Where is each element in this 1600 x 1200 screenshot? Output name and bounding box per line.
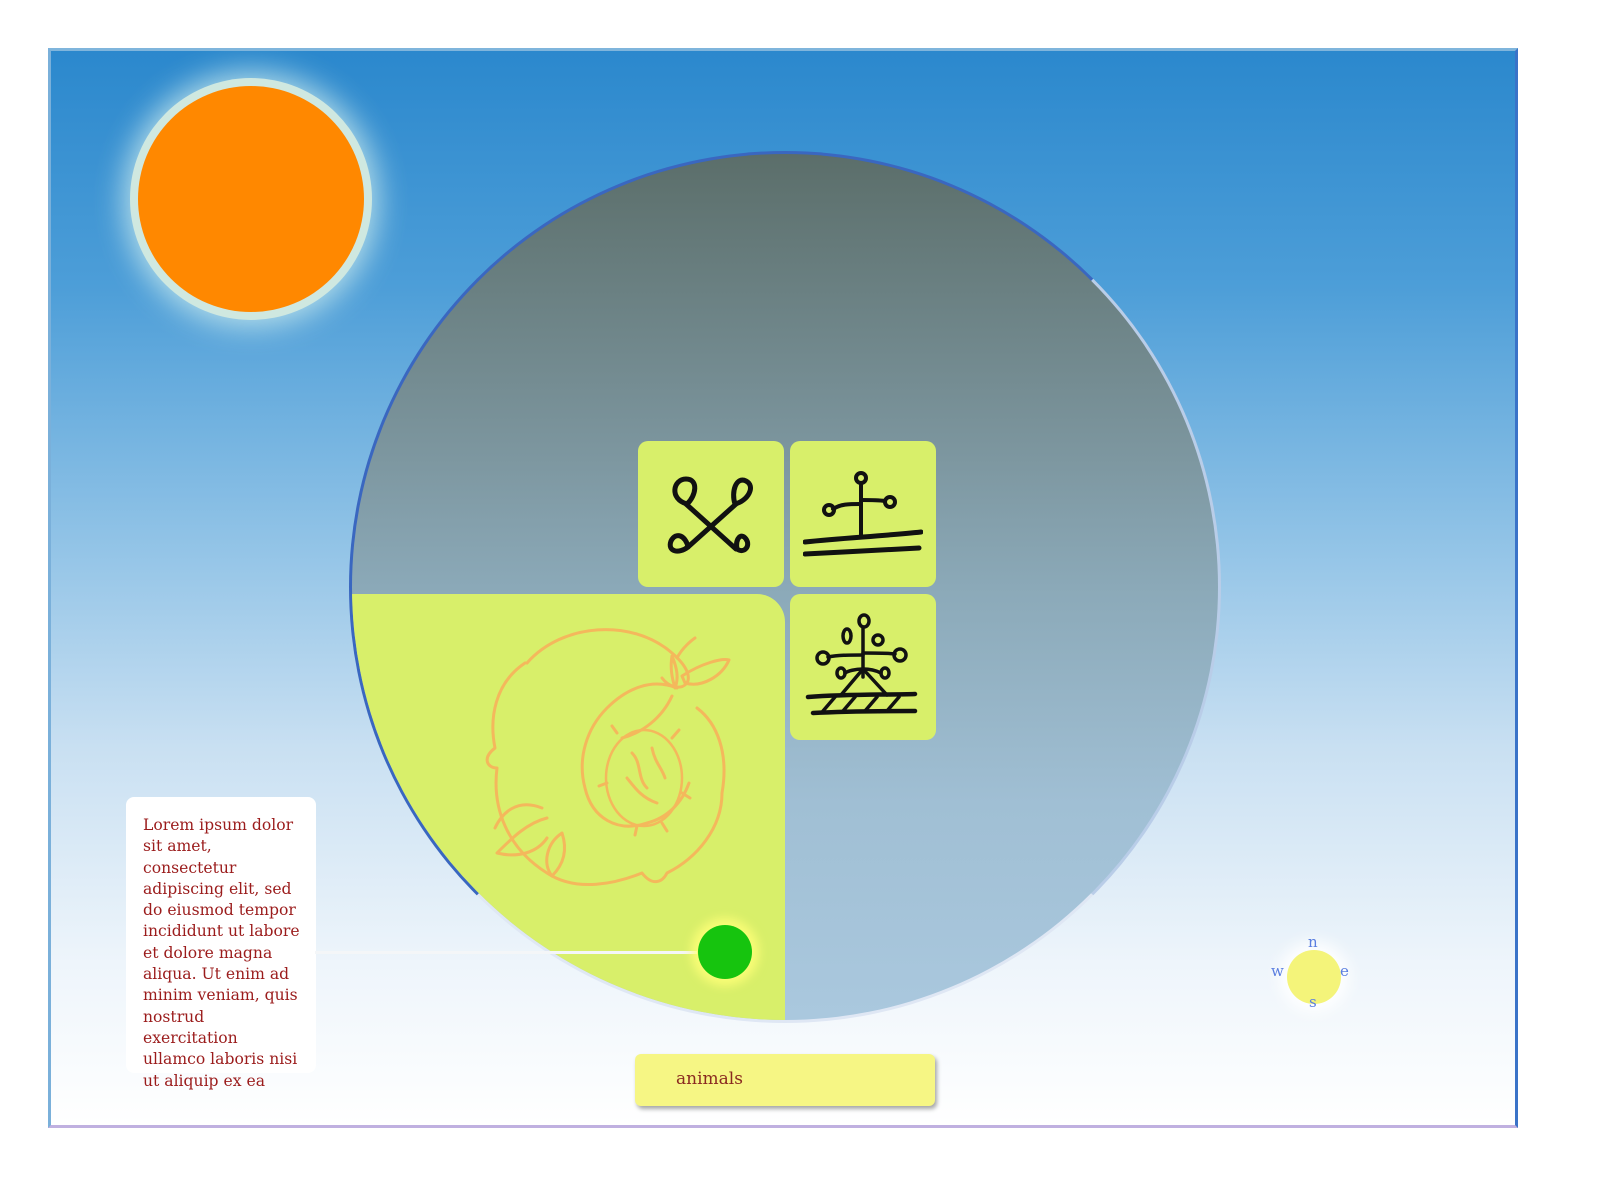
compass-center[interactable]: [1287, 950, 1341, 1004]
sun-icon: [138, 86, 364, 312]
compass-east: e: [1340, 962, 1349, 980]
tree-symbol-icon: [805, 613, 918, 716]
location-marker-icon[interactable]: [698, 925, 752, 979]
horizon-symbol-icon: [803, 471, 923, 557]
compass-south: s: [1309, 993, 1317, 1011]
featured-panel[interactable]: [352, 594, 785, 1020]
symbol-tile-horizon[interactable]: [790, 441, 936, 587]
connector-line: [315, 951, 697, 954]
main-circle: [349, 151, 1221, 1023]
compass-widget[interactable]: n w e s: [1271, 933, 1376, 1022]
description-note: Lorem ipsum dolor sit amet, consectetur …: [126, 797, 316, 1090]
category-field[interactable]: animals: [635, 1054, 935, 1106]
compass-west: w: [1271, 962, 1284, 980]
symbol-tile-tree[interactable]: [790, 594, 936, 740]
description-text: Lorem ipsum dolor sit amet, consectetur …: [143, 816, 300, 1090]
compass-north: n: [1308, 933, 1318, 951]
peach-illustration: [485, 628, 731, 886]
symbol-tile-crossed[interactable]: [638, 441, 784, 587]
category-field-value: animals: [676, 1069, 743, 1089]
crossed-symbol-icon: [667, 476, 753, 554]
scene-canvas: Lorem ipsum dolor sit amet, consectetur …: [48, 48, 1518, 1128]
